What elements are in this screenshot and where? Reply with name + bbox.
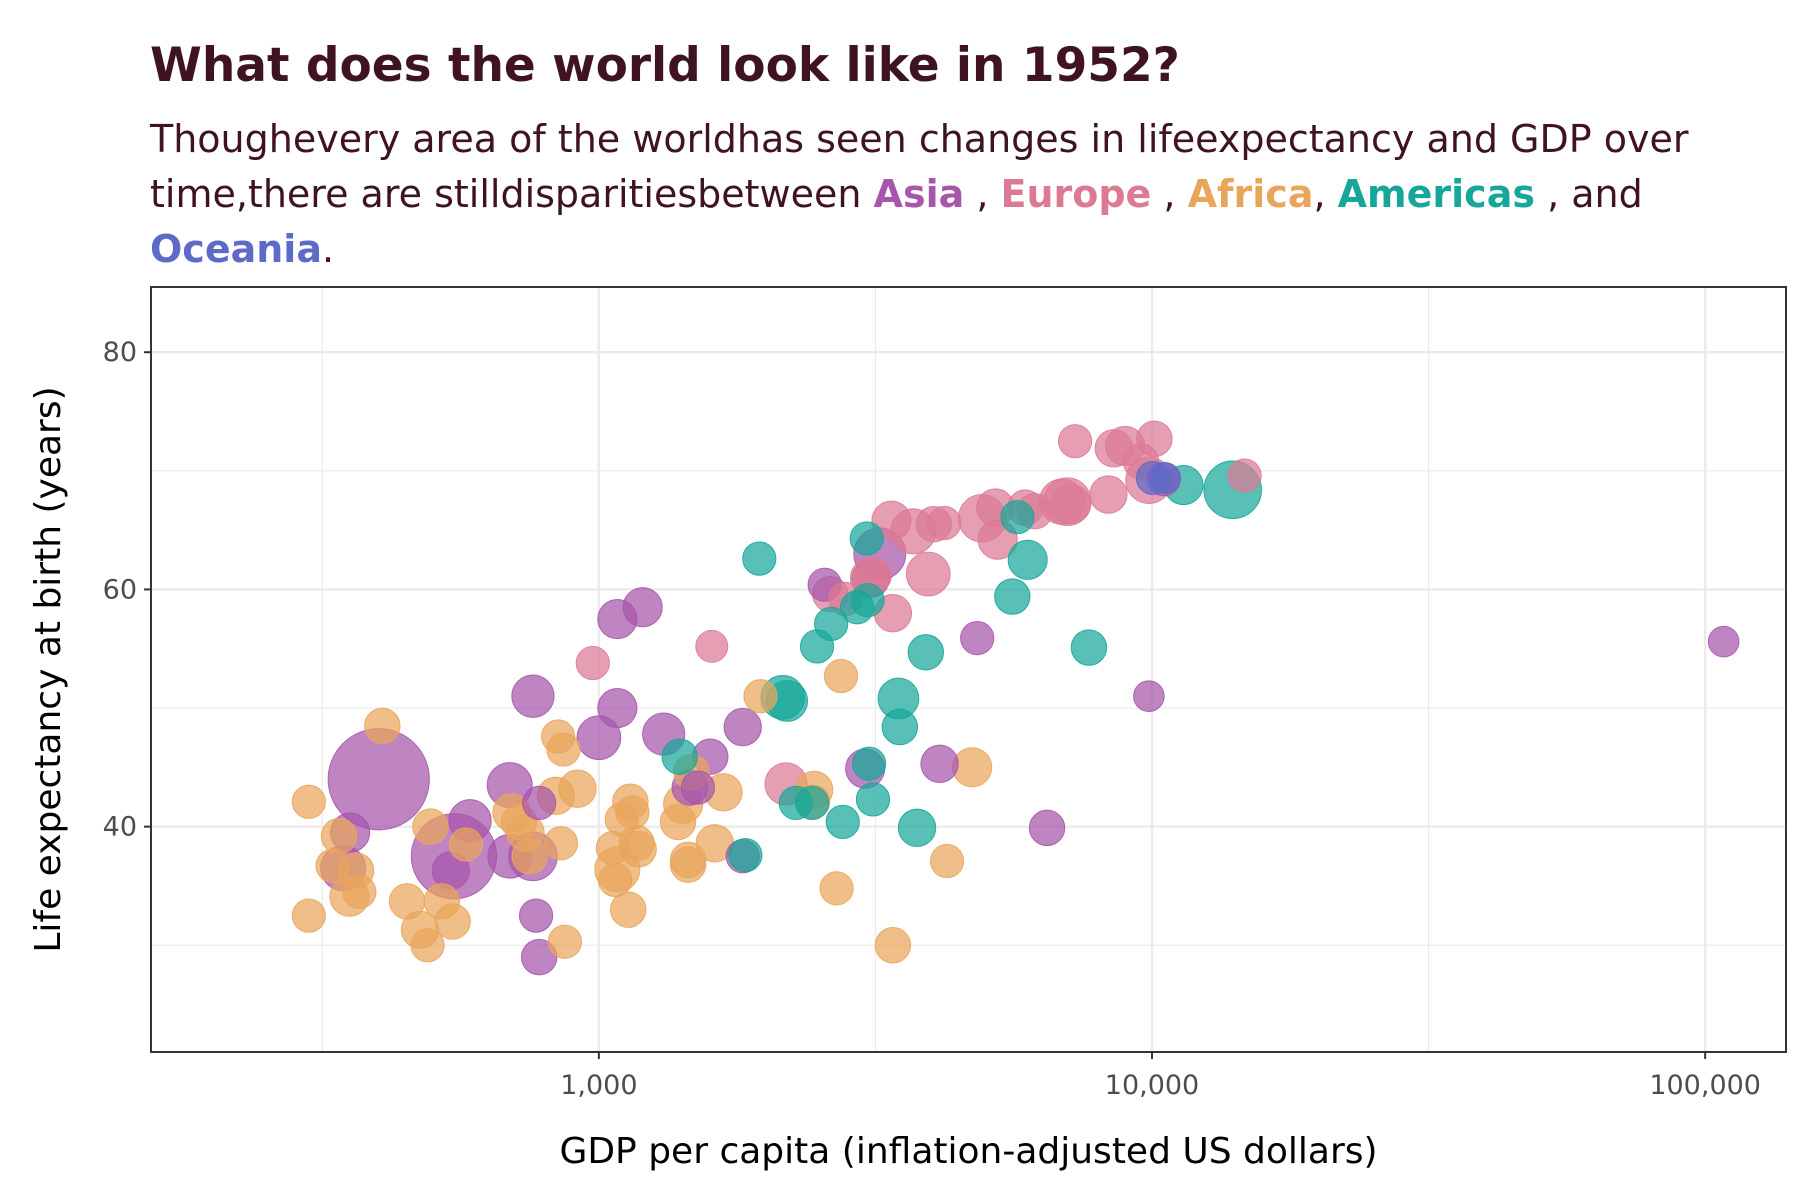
- data-point-americas: [1000, 499, 1035, 535]
- data-point-americas: [661, 738, 698, 775]
- subtitle-end: .: [321, 227, 335, 271]
- data-point-asia: [960, 620, 995, 656]
- data-point-africa: [342, 874, 377, 910]
- data-point-oceania: [1149, 462, 1181, 494]
- data-point-africa: [291, 898, 326, 933]
- data-point-americas: [855, 782, 891, 817]
- data-point-americas: [1007, 539, 1048, 580]
- data-point-africa: [558, 769, 597, 808]
- data-point-europe: [1089, 475, 1128, 514]
- data-point-africa: [874, 927, 912, 964]
- data-point-americas: [850, 582, 885, 618]
- data-point-africa: [315, 848, 350, 883]
- data-point-africa: [320, 817, 358, 855]
- data-point-americas: [728, 837, 763, 873]
- data-point-asia: [576, 715, 622, 761]
- data-point-africa: [610, 891, 647, 928]
- data-point-asia: [1133, 680, 1165, 712]
- data-point-africa: [547, 924, 582, 959]
- legend-label-africa: Africa: [1187, 172, 1314, 216]
- plot-panel-border: [150, 286, 1787, 1053]
- data-point-americas: [742, 541, 777, 576]
- data-point-asia: [511, 674, 555, 718]
- data-point-africa: [819, 871, 854, 906]
- axis-ticks: 1,000 10,000 100,000 40 60 80: [103, 337, 1761, 1101]
- data-point-europe: [1057, 424, 1093, 459]
- subtitle-separator: ,: [1313, 172, 1338, 216]
- data-point-africa: [546, 732, 581, 767]
- data-point-africa: [598, 862, 633, 898]
- x-tick-label: 100,000: [1649, 1070, 1761, 1101]
- data-point-europe: [1227, 458, 1262, 493]
- data-point-africa: [743, 679, 778, 714]
- data-point-asia: [522, 785, 557, 821]
- data-point-europe: [1051, 483, 1092, 525]
- data-point-europe: [1136, 420, 1173, 458]
- data-point-europe: [575, 645, 610, 681]
- data-point-africa: [929, 843, 965, 879]
- data-point-asia: [723, 707, 762, 747]
- subtitle-separator: ,: [1151, 172, 1188, 216]
- y-tick-label: 80: [103, 337, 137, 368]
- data-point-europe: [927, 505, 962, 541]
- subtitle-text: Thoughevery area of the worldhas seen ch…: [150, 117, 1689, 216]
- chart-subtitle: Thoughevery area of the worldhas seen ch…: [150, 112, 1790, 277]
- data-point-europe: [695, 629, 729, 663]
- y-tick-label: 60: [103, 574, 137, 605]
- data-point-americas: [851, 746, 887, 781]
- data-point-americas: [814, 606, 849, 641]
- y-axis-title: Life expectancy at birth (years): [28, 386, 69, 952]
- x-tick-label: 1,000: [560, 1070, 637, 1101]
- data-point-europe: [905, 551, 951, 597]
- data-point-africa: [952, 747, 993, 788]
- data-points: [291, 420, 1740, 976]
- data-point-africa: [615, 795, 650, 830]
- data-point-asia: [622, 587, 663, 628]
- data-point-asia: [1707, 625, 1740, 658]
- data-point-asia: [920, 744, 959, 783]
- data-point-asia: [518, 898, 554, 933]
- x-axis-title: GDP per capita (inflation-adjusted US do…: [559, 1131, 1377, 1172]
- data-point-africa: [448, 827, 484, 862]
- data-point-africa: [543, 826, 579, 861]
- data-point-africa: [669, 846, 707, 883]
- data-point-americas: [795, 785, 830, 821]
- data-point-africa: [412, 808, 449, 845]
- data-point-americas: [1070, 629, 1108, 666]
- data-point-americas: [849, 521, 884, 556]
- data-point-africa: [823, 658, 859, 694]
- subtitle-separator: ,: [964, 172, 1001, 216]
- data-point-africa: [291, 784, 326, 819]
- data-point-asia: [520, 938, 558, 976]
- legend-label-americas: Americas: [1337, 172, 1535, 216]
- grid-lines: [151, 287, 1786, 1052]
- data-point-asia: [1028, 809, 1066, 847]
- y-tick-label: 40: [103, 812, 137, 843]
- data-point-americas: [897, 808, 937, 848]
- chart-title: What does the world look like in 1952?: [150, 38, 1180, 93]
- legend-label-oceania: Oceania: [150, 227, 322, 271]
- subtitle-separator: , and: [1534, 172, 1643, 216]
- data-point-africa: [388, 883, 426, 920]
- data-point-americas: [825, 804, 860, 840]
- data-point-americas: [907, 634, 945, 671]
- data-point-africa: [410, 928, 445, 963]
- data-point-americas: [881, 708, 919, 746]
- legend-label-europe: Europe: [1000, 172, 1152, 216]
- data-point-africa: [511, 838, 548, 875]
- data-point-asia: [680, 770, 715, 805]
- data-point-africa: [659, 803, 697, 841]
- legend-label-asia: Asia: [873, 172, 965, 216]
- x-tick-label: 10,000: [1105, 1070, 1199, 1101]
- data-point-africa: [434, 903, 471, 940]
- data-point-africa: [364, 707, 401, 745]
- data-point-asia: [597, 687, 638, 729]
- data-point-americas: [994, 578, 1031, 615]
